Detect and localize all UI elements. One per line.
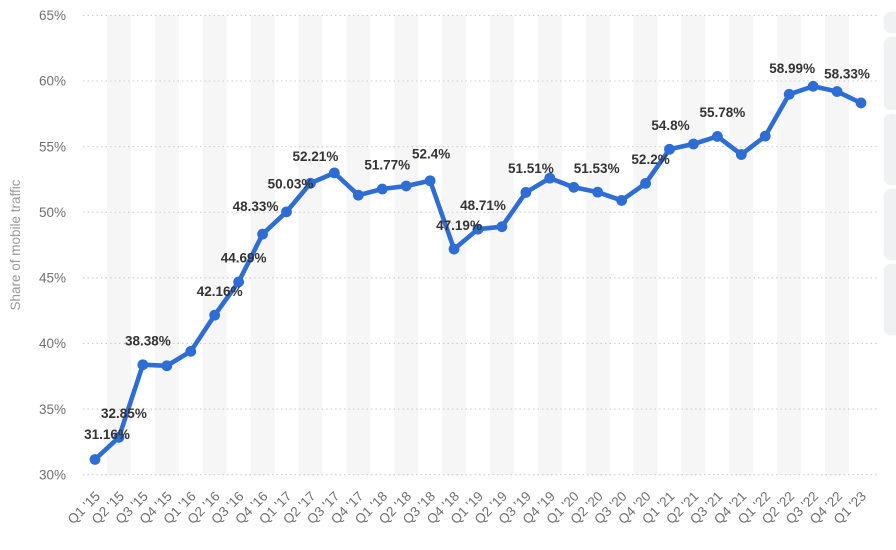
plot-band xyxy=(585,15,610,475)
data-label: 32.85% xyxy=(101,406,147,421)
data-point-8[interactable] xyxy=(281,206,292,218)
data-label: 31.16% xyxy=(84,427,130,442)
data-label: 44.69% xyxy=(221,251,267,266)
data-point-12[interactable] xyxy=(376,183,388,195)
data-label: 47.19% xyxy=(436,218,482,233)
data-point-0[interactable] xyxy=(89,454,101,465)
data-point-16[interactable] xyxy=(472,223,484,235)
data-point-21[interactable] xyxy=(592,186,604,198)
data-point-24[interactable] xyxy=(664,143,675,155)
y-tick-label: 40% xyxy=(39,336,66,351)
y-tick-label: 50% xyxy=(39,205,66,220)
data-label: 54.8% xyxy=(651,118,689,133)
y-tick-label: 45% xyxy=(39,271,66,286)
data-point-26[interactable] xyxy=(711,130,723,142)
plot-band xyxy=(633,15,658,475)
data-point-22[interactable] xyxy=(616,195,628,206)
data-point-32[interactable] xyxy=(855,97,867,109)
plot-band xyxy=(202,15,227,475)
plot-band xyxy=(346,15,371,475)
data-point-15[interactable] xyxy=(448,243,460,255)
data-point-28[interactable] xyxy=(759,130,771,142)
data-point-20[interactable] xyxy=(568,181,580,193)
data-point-27[interactable] xyxy=(735,149,747,160)
y-tick-label: 60% xyxy=(39,74,66,89)
y-axis-title: Share of mobile traffic xyxy=(8,179,23,310)
plot-band xyxy=(825,15,850,475)
plot-band xyxy=(154,15,179,475)
data-point-23[interactable] xyxy=(640,177,651,189)
data-point-10[interactable] xyxy=(328,167,340,179)
data-point-3[interactable] xyxy=(161,360,173,372)
data-point-14[interactable] xyxy=(424,175,436,187)
y-tick-label: 35% xyxy=(39,402,66,417)
data-point-11[interactable] xyxy=(352,189,364,201)
data-label: 55.78% xyxy=(699,105,745,120)
y-tick-label: 55% xyxy=(39,139,66,154)
plot-band xyxy=(681,15,706,475)
plot-band xyxy=(777,15,802,475)
side-toolbar-button[interactable] xyxy=(884,114,896,185)
data-point-2[interactable] xyxy=(137,359,149,371)
side-toolbar-button[interactable] xyxy=(884,12,896,33)
data-label: 58.33% xyxy=(824,67,870,82)
plot-band xyxy=(729,15,754,475)
data-label: 52.21% xyxy=(293,149,339,164)
data-point-18[interactable] xyxy=(520,187,532,198)
data-label: 58.99% xyxy=(769,61,815,76)
data-label: 48.33% xyxy=(233,199,279,214)
plot-band xyxy=(394,15,419,475)
plot-band xyxy=(298,15,323,475)
data-point-30[interactable] xyxy=(807,80,819,92)
data-label: 48.71% xyxy=(460,198,506,213)
side-toolbar-button[interactable] xyxy=(884,264,896,335)
data-point-9[interactable] xyxy=(305,177,316,189)
data-point-13[interactable] xyxy=(400,180,412,192)
side-toolbar-button[interactable] xyxy=(884,189,896,260)
side-toolbar-button[interactable] xyxy=(884,37,896,110)
data-label: 51.77% xyxy=(364,158,410,173)
plot-band xyxy=(537,15,562,475)
plot-band xyxy=(250,15,275,475)
data-label: 52.2% xyxy=(631,152,669,167)
plot-band xyxy=(106,15,131,475)
data-point-6[interactable] xyxy=(233,276,245,288)
plot-band xyxy=(489,15,514,475)
data-point-7[interactable] xyxy=(257,228,268,240)
data-point-31[interactable] xyxy=(831,86,843,97)
data-point-19[interactable] xyxy=(544,172,556,184)
data-label: 42.16% xyxy=(197,284,243,299)
data-label: 38.38% xyxy=(125,333,171,348)
data-point-4[interactable] xyxy=(185,345,197,357)
data-point-29[interactable] xyxy=(783,88,795,100)
data-point-17[interactable] xyxy=(496,221,508,233)
data-point-1[interactable] xyxy=(113,431,125,443)
data-label: 50.03% xyxy=(268,177,314,192)
data-label: 52.4% xyxy=(412,146,450,161)
data-point-25[interactable] xyxy=(688,138,699,150)
data-point-5[interactable] xyxy=(209,309,221,321)
y-tick-label: 65% xyxy=(39,8,66,23)
y-tick-label: 30% xyxy=(39,467,66,482)
data-label: 51.53% xyxy=(574,161,620,176)
data-label: 51.51% xyxy=(508,161,554,176)
